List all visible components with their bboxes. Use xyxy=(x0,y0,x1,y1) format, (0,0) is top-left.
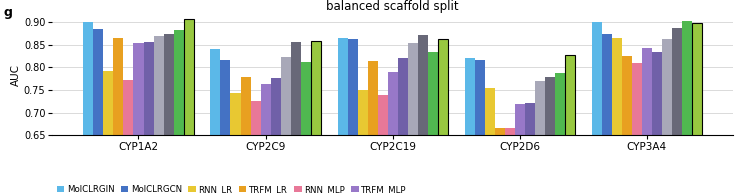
Bar xyxy=(174,30,184,193)
Bar xyxy=(465,58,475,193)
Bar xyxy=(485,88,494,193)
Bar xyxy=(133,43,144,193)
Bar xyxy=(535,81,545,193)
Bar xyxy=(692,23,702,193)
Bar xyxy=(555,73,565,193)
Bar xyxy=(428,52,438,193)
Bar xyxy=(280,58,291,193)
Bar xyxy=(260,84,271,193)
Bar xyxy=(378,95,387,193)
Bar xyxy=(94,29,103,193)
Bar xyxy=(505,128,515,193)
Bar xyxy=(337,38,348,193)
Bar xyxy=(632,63,642,193)
Bar xyxy=(184,19,194,193)
Bar xyxy=(144,42,153,193)
Bar xyxy=(682,21,692,193)
Bar xyxy=(251,101,260,193)
Bar xyxy=(103,71,114,193)
Bar xyxy=(438,39,448,193)
Bar xyxy=(241,77,251,193)
Bar xyxy=(408,43,418,193)
Bar xyxy=(230,93,241,193)
Bar xyxy=(123,80,133,193)
Y-axis label: AUC: AUC xyxy=(11,64,21,86)
Bar xyxy=(291,42,301,193)
Bar xyxy=(301,62,310,193)
Bar xyxy=(83,22,94,193)
Bar xyxy=(210,49,221,193)
Text: g: g xyxy=(4,6,13,19)
Bar xyxy=(565,55,575,193)
Bar xyxy=(418,35,428,193)
Bar xyxy=(601,34,612,193)
Bar xyxy=(271,78,280,193)
Bar xyxy=(622,56,632,193)
Bar xyxy=(348,39,358,193)
Bar xyxy=(652,52,662,193)
Bar xyxy=(221,60,230,193)
Bar xyxy=(545,77,555,193)
Bar xyxy=(525,103,535,193)
Title: balanced scaffold split: balanced scaffold split xyxy=(326,0,459,13)
Bar xyxy=(398,58,408,193)
Bar xyxy=(662,39,672,193)
Bar xyxy=(475,60,485,193)
Bar xyxy=(367,62,378,193)
Bar xyxy=(672,28,682,193)
Bar xyxy=(515,104,525,193)
Bar xyxy=(642,48,652,193)
Bar xyxy=(358,90,367,193)
Bar xyxy=(164,34,174,193)
Bar xyxy=(153,36,164,193)
Bar xyxy=(612,38,622,193)
Bar xyxy=(114,38,123,193)
Bar xyxy=(494,128,505,193)
Bar xyxy=(310,41,321,193)
Bar xyxy=(387,72,398,193)
Bar xyxy=(592,22,601,193)
